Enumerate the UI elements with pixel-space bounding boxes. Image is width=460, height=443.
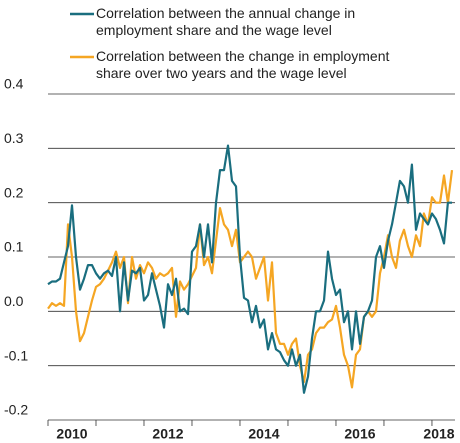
y-tick-label: 0.3 — [4, 130, 24, 146]
y-tick-label: 0.1 — [4, 239, 24, 255]
x-tick-label: 2010 — [56, 426, 87, 442]
x-tick-label: 2012 — [152, 426, 183, 442]
series-line — [47, 144, 452, 394]
legend-label: Correlation between the annual change in… — [96, 5, 356, 38]
y-tick-label: -0.1 — [4, 347, 28, 363]
legend-label: Correlation between the change in employ… — [96, 48, 390, 81]
y-tick-label: -0.2 — [4, 402, 28, 418]
x-tick-label: 2014 — [248, 426, 279, 442]
y-tick-label: 0.2 — [4, 184, 24, 200]
x-tick-label: 2018 — [423, 426, 454, 442]
y-tick-label: 0.4 — [4, 76, 24, 92]
y-tick-label: 0.0 — [4, 293, 24, 309]
series-line — [47, 169, 454, 389]
x-tick-label: 2016 — [344, 426, 375, 442]
